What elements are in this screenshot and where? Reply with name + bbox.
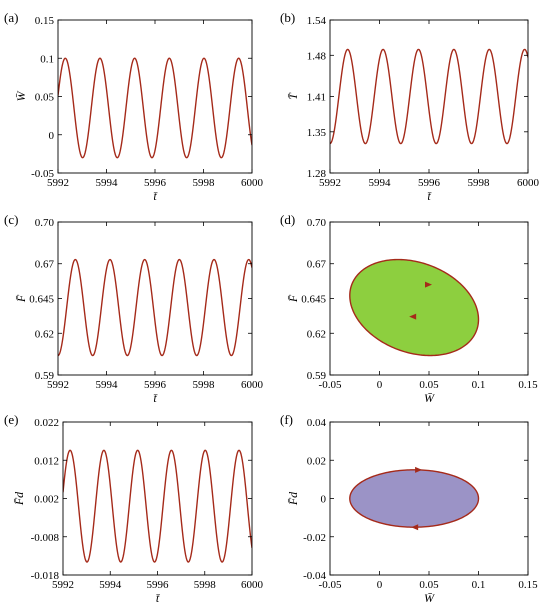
x-tick-label-a-2: 5996 xyxy=(144,177,167,189)
x-tick-label-c-2: 5996 xyxy=(144,379,167,391)
x-tick-label-b-0: 5992 xyxy=(319,177,341,189)
x-tick-label-b-4: 6000 xyxy=(517,177,540,189)
y-tick-label-e-2: 0.002 xyxy=(34,494,59,506)
x-tick-label-e-2: 5996 xyxy=(147,579,170,591)
y-tick-label-e-1: -0.008 xyxy=(31,532,60,544)
y-tick-label-e-0: -0.018 xyxy=(31,570,60,582)
direction-arrow-d-0 xyxy=(425,281,432,288)
y-tick-label-b-0: 1.28 xyxy=(307,168,327,180)
y-axis-label-b: T̄ xyxy=(286,92,300,100)
y-tick-label-c-1: 0.62 xyxy=(35,328,54,340)
x-tick-label-b-1: 5994 xyxy=(369,177,392,189)
panel-d: -0.05 0 0.05 0.1 0.15 0.59 0.62 0.645 0.67 0.70 (d… xyxy=(280,212,538,405)
y-tick-label-e-3: 0.012 xyxy=(34,455,59,467)
x-tick-label-c-1: 5994 xyxy=(96,379,119,391)
panel-label-f: (f) xyxy=(280,412,293,427)
phase-orbit-f xyxy=(349,469,480,528)
y-tick-label-d-1: 0.62 xyxy=(307,328,326,340)
x-tick-label-c-0: 5992 xyxy=(47,379,69,391)
direction-arrow-d-1 xyxy=(409,313,417,320)
y-tick-label-a-2: 0.05 xyxy=(35,92,55,104)
x-tick-label-c-4: 6000 xyxy=(241,379,264,391)
y-tick-label-a-4: 0.15 xyxy=(35,15,55,27)
y-tick-label-b-2: 1.41 xyxy=(307,92,326,104)
y-axis-label-e: F̄d xyxy=(12,491,26,506)
x-tick-label-e-0: 5992 xyxy=(52,579,74,591)
x-axis-label-f: W̄ xyxy=(424,591,435,605)
y-tick-label-d-4: 0.70 xyxy=(307,217,327,229)
x-axis-label-d: W̄ xyxy=(424,391,435,405)
x-tick-label-c-3: 5998 xyxy=(193,379,216,391)
panel-label-e: (e) xyxy=(4,412,18,427)
y-tick-label-d-2: 0.645 xyxy=(301,294,326,306)
series-line-b xyxy=(330,48,528,145)
direction-arrow-f-0 xyxy=(415,466,423,473)
plot-frame-c xyxy=(57,221,253,376)
panel-a: 5992 5994 5996 5998 6000 -0.05 0 0.05 0.1 0.15 (a)… xyxy=(4,10,264,203)
y-tick-label-f-1: -0.02 xyxy=(303,532,326,544)
x-tick-label-a-0: 5992 xyxy=(47,177,69,189)
x-axis-label-c: t̄ xyxy=(153,391,157,405)
y-tick-label-e-4: 0.022 xyxy=(34,417,59,429)
y-tick-label-b-4: 1.54 xyxy=(307,15,327,27)
y-tick-label-f-4: 0.04 xyxy=(307,417,327,429)
y-axis-label-f: F̄d xyxy=(286,491,300,506)
panel-label-c: (c) xyxy=(4,212,18,227)
panel-label-b: (b) xyxy=(280,10,295,25)
x-tick-label-d-0: -0.05 xyxy=(319,379,342,391)
x-tick-label-e-4: 6000 xyxy=(241,579,264,591)
y-tick-label-f-2: 0 xyxy=(321,494,327,506)
x-tick-label-f-0: -0.05 xyxy=(319,579,342,591)
x-tick-label-a-3: 5998 xyxy=(193,177,216,189)
direction-arrow-f-1 xyxy=(411,524,419,531)
x-tick-label-e-3: 5998 xyxy=(194,579,217,591)
x-tick-label-f-2: 0.05 xyxy=(419,579,439,591)
phase-orbit-d xyxy=(349,258,480,357)
x-tick-label-a-4: 6000 xyxy=(241,177,264,189)
x-tick-label-f-3: 0.1 xyxy=(472,579,486,591)
y-tick-label-d-3: 0.67 xyxy=(307,259,327,271)
panel-b: 5992 5994 5996 5998 6000 1.28 1.35 1.41 1.48 1.54… xyxy=(280,10,540,203)
y-tick-label-f-0: -0.04 xyxy=(303,570,326,582)
y-tick-label-c-2: 0.645 xyxy=(29,294,54,306)
y-axis-label-c: F̄ xyxy=(14,294,28,303)
y-tick-label-d-0: 0.59 xyxy=(307,370,327,382)
x-axis-label-a: t̄ xyxy=(153,189,157,203)
y-tick-label-c-4: 0.70 xyxy=(35,217,55,229)
x-tick-label-a-1: 5994 xyxy=(96,177,119,189)
panel-label-d: (d) xyxy=(280,212,295,227)
y-tick-label-b-1: 1.35 xyxy=(307,127,327,139)
x-tick-label-f-4: 0.15 xyxy=(518,579,538,591)
y-tick-label-a-0: -0.05 xyxy=(31,168,54,180)
x-tick-label-e-1: 5994 xyxy=(99,579,122,591)
y-tick-label-a-3: 0.1 xyxy=(40,53,54,65)
x-tick-label-d-3: 0.1 xyxy=(472,379,486,391)
x-tick-label-d-1: 0 xyxy=(377,379,383,391)
panel-label-a: (a) xyxy=(4,10,18,25)
x-tick-label-f-1: 0 xyxy=(377,579,383,591)
panel-f: -0.05 0 0.05 0.1 0.15 -0.04 -0.02 0 0.02 0.04 (f) W… xyxy=(280,412,538,605)
y-tick-label-c-0: 0.59 xyxy=(35,370,55,382)
series-line-c xyxy=(58,258,252,357)
series-line-a xyxy=(58,57,252,159)
x-tick-label-d-2: 0.05 xyxy=(419,379,439,391)
y-axis-label-a: W̄ xyxy=(14,91,28,102)
y-tick-label-c-3: 0.67 xyxy=(35,259,55,271)
x-tick-label-b-3: 5998 xyxy=(468,177,491,189)
series-line-e xyxy=(63,449,252,563)
y-tick-label-f-3: 0.02 xyxy=(307,455,326,467)
x-axis-label-b: t̄ xyxy=(427,189,431,203)
x-axis-label-e: t̄ xyxy=(156,591,160,605)
panel-c: 5992 5994 5996 5998 6000 0.59 0.62 0.645 0.67 0.7… xyxy=(4,212,264,405)
y-axis-label-d: F̄ xyxy=(286,294,300,303)
panel-e: 5992 5994 5996 5998 6000 -0.018 -0.008 0.002 0.0… xyxy=(4,412,264,605)
y-tick-label-b-3: 1.48 xyxy=(307,50,327,62)
y-tick-label-a-1: 0 xyxy=(49,130,55,142)
x-tick-label-b-2: 5996 xyxy=(418,177,441,189)
x-tick-label-d-4: 0.15 xyxy=(518,379,538,391)
